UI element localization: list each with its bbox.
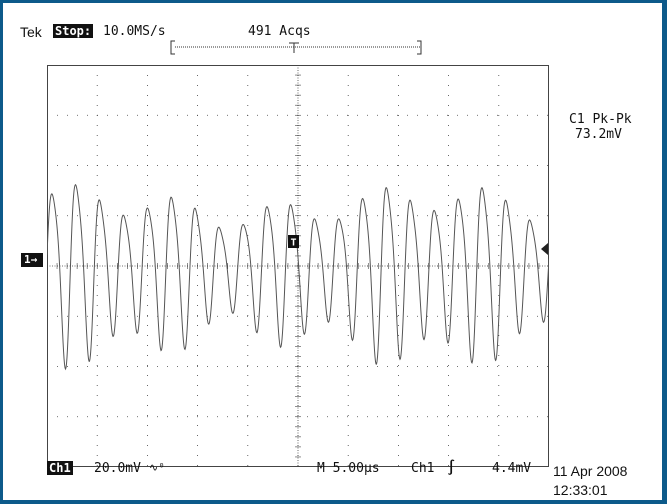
graticule: T: [46, 64, 550, 467]
trigger-slope-icon: ∫: [447, 460, 456, 476]
acquisition-count: 491 Acqs: [248, 24, 311, 39]
trigger-position-marker[interactable]: T: [288, 235, 299, 249]
trigger-level: 4.4mV: [492, 461, 532, 476]
acquisition-state: Stop:: [53, 24, 94, 38]
scope-screen: Tek Stop: 10.0MS/s 491 Acqs 1→ T C1 Pk-P…: [3, 3, 662, 500]
measurement-label: C1 Pk-Pk: [569, 112, 632, 127]
timebase: M 5.00µs: [317, 461, 380, 476]
trigger-level-arrow-icon[interactable]: [541, 243, 548, 255]
trigger-source: Ch1: [411, 461, 435, 476]
bandwidth-limit-icon: ∿⁰: [149, 461, 165, 474]
trigger-marker-label: T: [290, 238, 296, 249]
grid-lines: [46, 64, 549, 467]
capture-time: 12:33:01: [553, 482, 608, 498]
waveform-display: T: [46, 64, 550, 467]
capture-date: 11 Apr 2008: [553, 463, 628, 479]
channel-indicator[interactable]: Ch1: [47, 461, 73, 475]
sample-rate: 10.0MS/s: [103, 24, 166, 39]
brand-label: Tek: [20, 24, 42, 40]
channel1-ground-marker[interactable]: 1→: [21, 253, 43, 267]
ch1-waveform-trace: [46, 183, 550, 371]
measurement-value: 73.2mV: [575, 127, 622, 142]
arrow-right-icon: →: [30, 253, 38, 266]
volts-per-div: 20.0mV: [94, 461, 141, 476]
record-window-indicator: [170, 40, 422, 55]
